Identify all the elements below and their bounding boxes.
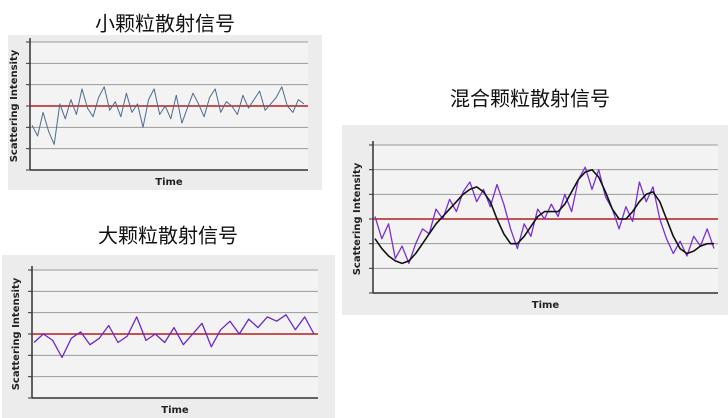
y-axis-label: Scattering Intensity [11, 277, 22, 390]
signal-line [33, 314, 315, 359]
x-axis-label: Time [532, 300, 560, 311]
chart-title: 混合颗粒散射信号 [450, 87, 610, 111]
y-axis-label: Scattering Intensity [9, 49, 20, 162]
signal-line [374, 168, 714, 265]
signal-line [31, 86, 305, 145]
chart-title: 大颗粒散射信号 [98, 224, 238, 248]
chart-title: 小颗粒散射信号 [95, 12, 235, 36]
x-axis-label: Time [155, 177, 183, 188]
x-axis-label: Time [161, 405, 189, 416]
y-axis-label: Scattering Intensity [352, 162, 363, 275]
signal-line [374, 166, 715, 265]
